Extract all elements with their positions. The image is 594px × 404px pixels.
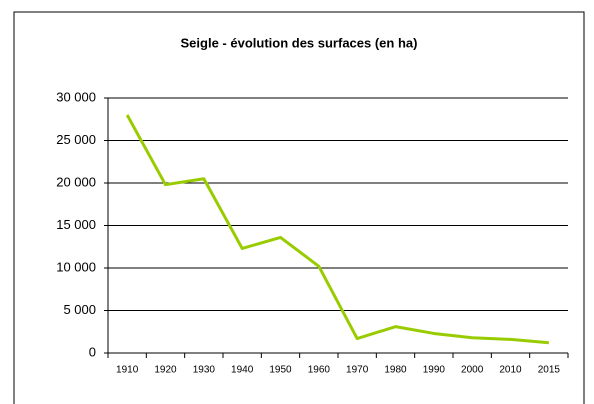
line-series — [125, 114, 549, 345]
chart-frame — [13, 11, 585, 404]
y-tick-label: 25 000 — [56, 132, 96, 147]
y-tick-label: 15 000 — [56, 217, 96, 232]
chart-title: Seigle - évolution des surfaces (en ha) — [181, 35, 418, 50]
x-tick-label: 1990 — [423, 365, 446, 376]
x-tick-label: 2010 — [499, 365, 522, 376]
y-tick-label: 5 000 — [63, 302, 96, 317]
x-tick-label: 1950 — [269, 365, 292, 376]
y-tick-label: 20 000 — [56, 174, 96, 189]
x-tick-label: 2015 — [538, 365, 561, 376]
x-tick-label: 1930 — [193, 365, 216, 376]
x-tick-label: 1920 — [154, 365, 177, 376]
x-tick-label: 1910 — [116, 365, 139, 376]
y-tick-label: 0 — [89, 344, 96, 359]
x-tick-label: 1940 — [231, 365, 254, 376]
y-tick-label: 10 000 — [56, 259, 96, 274]
x-tick-label: 2000 — [461, 365, 484, 376]
x-tick-label: 1980 — [384, 365, 407, 376]
y-tick-label: 30 000 — [56, 89, 96, 104]
x-tick-label: 1960 — [308, 365, 331, 376]
x-tick-label: 1970 — [346, 365, 369, 376]
